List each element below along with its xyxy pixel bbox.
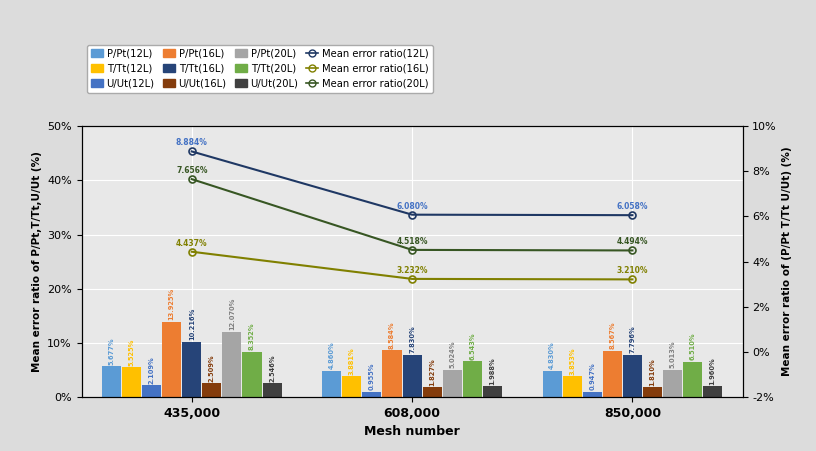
Bar — [583, 392, 601, 397]
Bar — [362, 392, 381, 397]
Bar — [102, 366, 121, 397]
Bar — [423, 387, 441, 397]
Bar — [563, 376, 582, 397]
Bar — [663, 370, 682, 397]
Bar — [623, 354, 642, 397]
Bar — [223, 331, 242, 397]
Text: 6.510%: 6.510% — [690, 333, 695, 360]
Bar — [483, 386, 502, 397]
Bar — [242, 352, 261, 397]
Text: 13.925%: 13.925% — [169, 288, 175, 320]
Text: 12.070%: 12.070% — [229, 298, 235, 330]
Bar — [263, 383, 282, 397]
Text: 3.881%: 3.881% — [349, 347, 355, 374]
Text: 7.796%: 7.796% — [629, 326, 636, 353]
Text: 2.109%: 2.109% — [149, 356, 154, 384]
Bar — [182, 341, 202, 397]
Bar — [383, 350, 401, 397]
Text: 1.810%: 1.810% — [650, 358, 655, 386]
Bar — [543, 371, 561, 397]
Bar — [122, 367, 141, 397]
Text: 6.080%: 6.080% — [397, 202, 428, 211]
Bar — [643, 387, 662, 397]
Bar — [603, 350, 622, 397]
Bar — [443, 370, 462, 397]
Bar — [463, 361, 481, 397]
Text: 8.584%: 8.584% — [389, 322, 395, 349]
Y-axis label: Mean error ratio of P/Pt,T/Tt,U/Ut (%): Mean error ratio of P/Pt,T/Tt,U/Ut (%) — [32, 151, 42, 372]
Bar — [322, 371, 341, 397]
Text: 4.494%: 4.494% — [617, 237, 648, 246]
Text: 1.960%: 1.960% — [710, 357, 716, 385]
Text: 5.525%: 5.525% — [129, 338, 135, 366]
Text: 5.024%: 5.024% — [450, 341, 455, 368]
Text: 3.210%: 3.210% — [617, 267, 648, 275]
Bar — [142, 386, 161, 397]
Text: 3.232%: 3.232% — [397, 266, 428, 275]
Text: 1.827%: 1.827% — [429, 358, 435, 386]
Text: 7.830%: 7.830% — [409, 326, 415, 353]
X-axis label: Mesh number: Mesh number — [364, 425, 460, 438]
Text: 4.437%: 4.437% — [176, 239, 207, 248]
Text: 5.677%: 5.677% — [109, 337, 114, 365]
Text: 2.509%: 2.509% — [209, 354, 215, 382]
Text: 3.853%: 3.853% — [570, 347, 575, 375]
Text: 4.830%: 4.830% — [549, 342, 555, 369]
Y-axis label: Mean error ratio of (P/Pt T/Tt U/Ut) (%): Mean error ratio of (P/Pt T/Tt U/Ut) (%) — [783, 147, 792, 377]
Bar — [202, 383, 221, 397]
Legend: P/Pt(12L), T/Tt(12L), U/Ut(12L), P/Pt(16L), T/Tt(16L), U/Ut(16L), P/Pt(20L), T/T: P/Pt(12L), T/Tt(12L), U/Ut(12L), P/Pt(16… — [86, 45, 433, 93]
Text: 0.947%: 0.947% — [589, 363, 595, 391]
Text: 6.543%: 6.543% — [469, 332, 475, 360]
Text: 8.567%: 8.567% — [610, 322, 615, 349]
Bar — [402, 354, 422, 397]
Text: 4.518%: 4.518% — [397, 237, 428, 246]
Text: 7.656%: 7.656% — [176, 166, 207, 175]
Bar — [162, 322, 181, 397]
Text: 0.955%: 0.955% — [369, 363, 375, 391]
Text: 2.546%: 2.546% — [269, 354, 275, 382]
Text: 6.058%: 6.058% — [617, 202, 648, 211]
Text: 5.013%: 5.013% — [670, 341, 676, 368]
Text: 1.988%: 1.988% — [490, 357, 495, 385]
Bar — [343, 376, 361, 397]
Bar — [683, 362, 702, 397]
Text: 10.216%: 10.216% — [188, 308, 195, 340]
Text: 4.860%: 4.860% — [329, 341, 335, 369]
Text: 8.884%: 8.884% — [175, 138, 208, 147]
Text: 8.352%: 8.352% — [249, 323, 255, 350]
Bar — [703, 386, 722, 397]
